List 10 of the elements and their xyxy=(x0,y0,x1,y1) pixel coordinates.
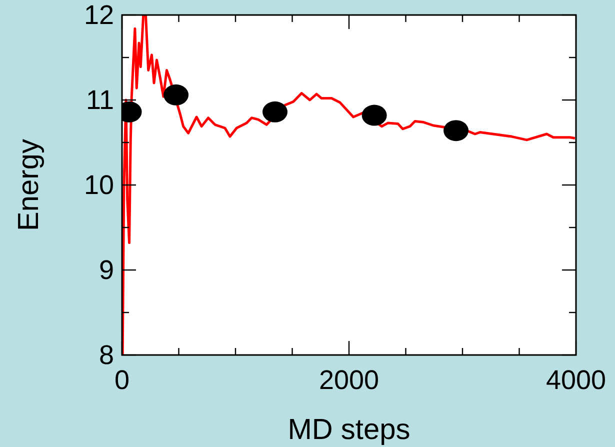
x-tick-label: 4000 xyxy=(546,365,606,395)
x-tick-label: 0 xyxy=(114,365,130,395)
y-tick-label: 9 xyxy=(98,255,114,285)
y-axis-title: Energy xyxy=(13,138,45,231)
x-axis-title: MD steps xyxy=(288,414,410,446)
x-tick-label: 2000 xyxy=(318,365,380,395)
y-tick-label: 12 xyxy=(84,0,114,30)
y-tick-label: 10 xyxy=(84,170,114,200)
y-tick-label: 11 xyxy=(86,85,114,115)
y-tick-label: 8 xyxy=(98,340,114,370)
